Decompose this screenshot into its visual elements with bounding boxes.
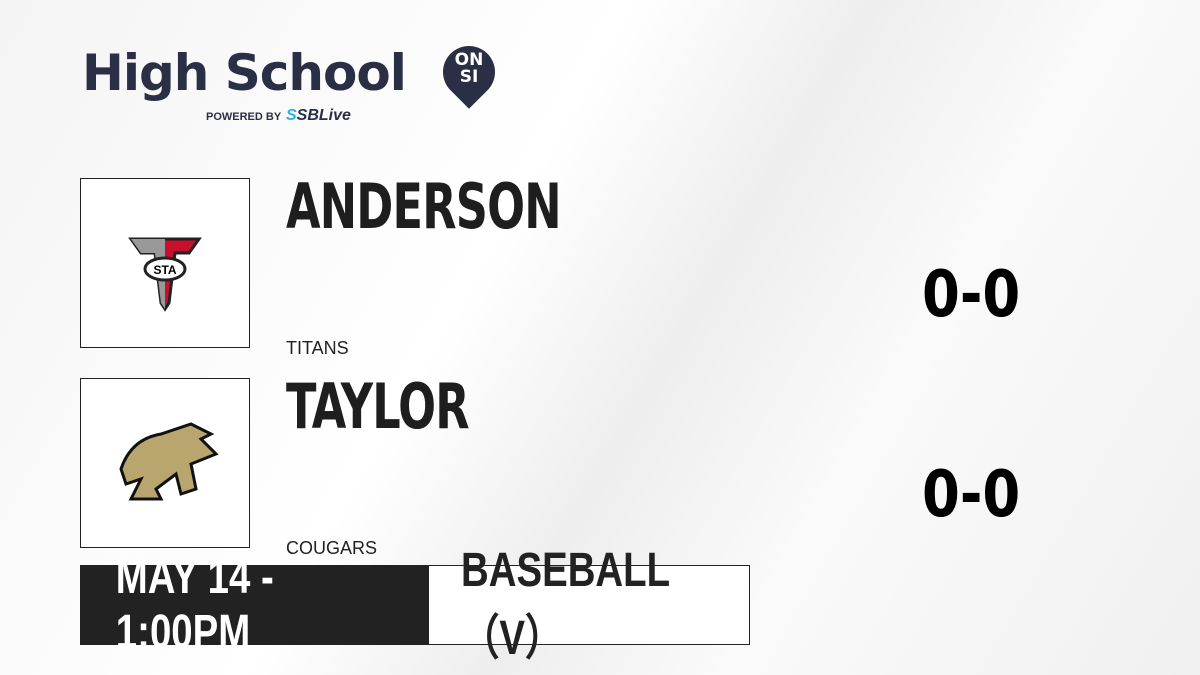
away-team-name: TAYLOR: [286, 370, 470, 443]
home-team-mascot: TITANS: [286, 338, 349, 358]
svg-text:STA: STA: [153, 263, 176, 277]
on-si-badge: ON SI: [454, 50, 484, 87]
taylor-logo: [80, 378, 250, 548]
game-sport: BASEBALL（V）: [429, 544, 749, 665]
away-team-mascot: COUGARS: [286, 538, 378, 558]
game-datetime: MAY 14 - 1:00PM: [81, 551, 429, 659]
sblive-logo: SSBLive: [286, 107, 351, 124]
home-team-name: ANDERSON: [286, 170, 562, 243]
home-team-score: 0-0: [922, 258, 1021, 332]
brand-title: High School: [82, 44, 407, 102]
game-info-bar: MAY 14 - 1:00PM BASEBALL（V）: [80, 544, 750, 665]
anderson-logo: STA: [80, 178, 250, 348]
away-team-score: 0-0: [922, 458, 1021, 532]
powered-by: POWERED BY: [206, 111, 282, 123]
